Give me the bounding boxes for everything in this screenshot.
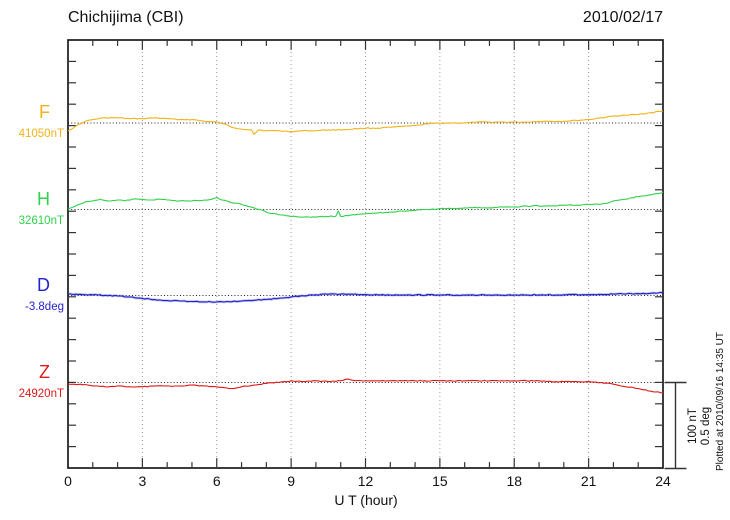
scale-bar-nt-label: 100 nT	[687, 408, 699, 444]
series-D-label: D	[37, 274, 50, 295]
series-H-curve	[67, 191, 664, 218]
scale-bar-deg-label: 0.5 deg	[700, 406, 712, 446]
plot-footer-note: Plotted at 2010/09/16 14:35 UT	[715, 332, 726, 471]
x-tick-label-0: 0	[64, 473, 72, 489]
series-F-label: F	[39, 102, 50, 122]
plot-frame	[67, 39, 664, 469]
x-tick-label-21: 21	[580, 473, 597, 489]
x-tick-label-9: 9	[287, 473, 296, 489]
series-Z-baseline-value: 24920nT	[18, 387, 64, 400]
x-tick-label-15: 15	[432, 473, 448, 489]
series-Z-curve	[67, 378, 664, 394]
x-axis-label: U T (hour)	[334, 492, 398, 508]
series-Z-label: Z	[39, 361, 50, 382]
x-tick-label-24: 24	[655, 473, 671, 489]
x-tick-label-12: 12	[357, 473, 374, 489]
x-tick-label-6: 6	[212, 473, 221, 489]
scale-bar-label: 100 nT 0.5 deg	[687, 382, 715, 470]
series-F-baseline-value: 41050nT	[18, 128, 64, 140]
series-D-curve	[67, 291, 664, 303]
series-H-label: H	[37, 188, 50, 209]
x-tick-label-3: 3	[138, 473, 147, 489]
page-title: Chichijima (CBI)	[68, 9, 184, 26]
date-label: 2010/02/17	[582, 9, 663, 26]
x-tick-label-18: 18	[506, 473, 523, 489]
series-F-curve	[67, 110, 664, 136]
series-D-baseline-value: -3.8deg	[24, 300, 64, 313]
series-H-baseline-value: 32610nT	[18, 214, 64, 227]
